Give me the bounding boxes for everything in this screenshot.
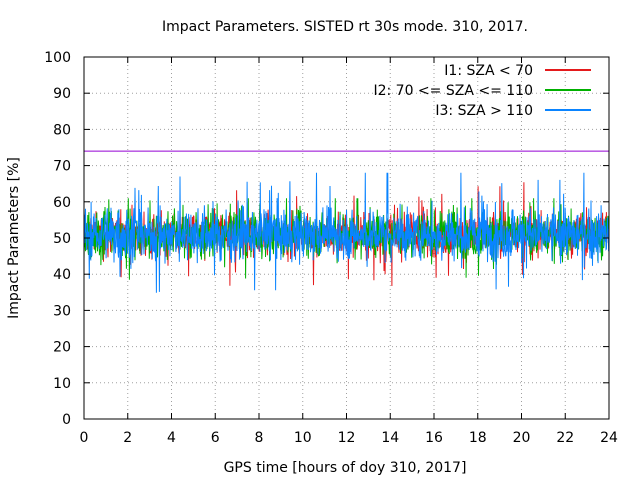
x-tick-label: 16 xyxy=(425,430,443,446)
y-tick-label: 50 xyxy=(53,231,71,247)
x-tick-label: 20 xyxy=(513,430,531,446)
y-tick-label: 70 xyxy=(53,159,71,175)
y-tick-label: 90 xyxy=(53,86,71,102)
chart-title: Impact Parameters. SISTED rt 30s mode. 3… xyxy=(162,19,528,35)
x-tick-label: 2 xyxy=(123,430,132,446)
y-tick-label: 10 xyxy=(53,376,71,392)
legend: I1: SZA < 70 I2: 70 <= SZA <= 110 I3: SZA … xyxy=(373,63,591,119)
y-tick-label: 40 xyxy=(53,267,71,283)
x-tick-label: 4 xyxy=(167,430,176,446)
y-tick-label: 20 xyxy=(53,340,71,356)
y-tick-label: 0 xyxy=(62,412,71,428)
x-tick-label: 14 xyxy=(381,430,399,446)
legend-label-1: I1: SZA < 70 xyxy=(444,63,533,79)
x-tick-label: 12 xyxy=(338,430,356,446)
y-tick-label: 100 xyxy=(44,50,71,66)
y-axis-label: Impact Parameters [%] xyxy=(6,157,22,319)
legend-label-2: I2: 70 <= SZA <= 110 xyxy=(373,83,533,99)
x-tick-label: 8 xyxy=(255,430,264,446)
y-tick-label: 80 xyxy=(53,122,71,138)
x-tick-label: 0 xyxy=(80,430,89,446)
x-tick-label: 6 xyxy=(211,430,220,446)
y-tick-label: 30 xyxy=(53,303,71,319)
x-tick-label: 18 xyxy=(469,430,487,446)
series-line-3 xyxy=(83,172,610,293)
axis-ticks: 0 2 4 6 8 10 12 14 16 18 20 22 240102030405060708090… xyxy=(44,50,618,446)
legend-label-3: I3: SZA > 110 xyxy=(435,103,533,119)
x-tick-label: 24 xyxy=(600,430,618,446)
x-tick-label: 10 xyxy=(294,430,312,446)
series-layer xyxy=(83,172,610,293)
x-tick-label: 22 xyxy=(556,430,574,446)
x-axis-label: GPS time [hours of doy 310, 2017] xyxy=(224,460,467,476)
y-tick-label: 60 xyxy=(53,195,71,211)
